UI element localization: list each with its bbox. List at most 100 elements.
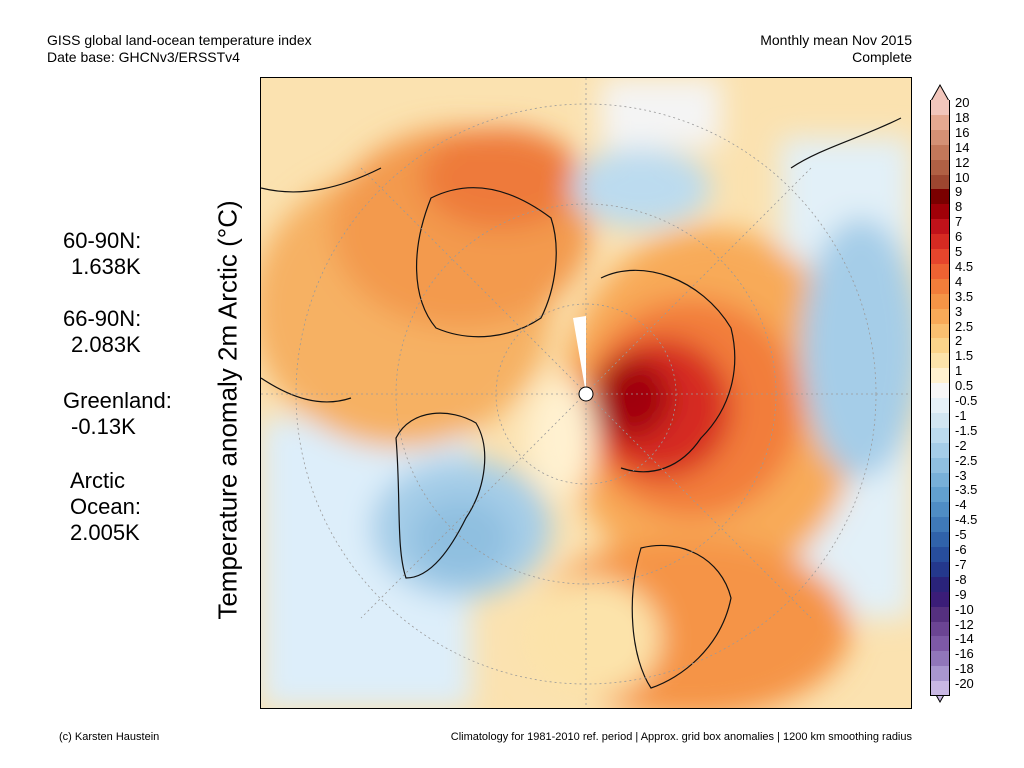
completeness-label: Complete xyxy=(852,49,912,65)
color-scale-label: 9 xyxy=(955,184,963,200)
color-scale-label: 12 xyxy=(955,154,970,170)
color-scale-label: 2.5 xyxy=(955,318,974,334)
color-scale-label: -7 xyxy=(955,556,967,572)
anomaly-field xyxy=(261,78,911,708)
color-scale-swatch xyxy=(930,189,950,205)
color-scale-swatch xyxy=(930,412,950,429)
stat-arctic-ocean: Arctic Ocean: 2.005K xyxy=(70,468,160,546)
stat-value: -0.13K xyxy=(71,414,136,439)
data-source: Date base: GHCNv3/ERSSTv4 xyxy=(47,49,240,65)
color-scale-label: -9 xyxy=(955,586,967,602)
color-scale-label: -10 xyxy=(955,601,974,617)
arctic-anomaly-map xyxy=(260,77,912,709)
color-scale-label: 4.5 xyxy=(955,258,974,274)
stat-name: 60-90N: xyxy=(63,228,142,253)
color-scale-label: 14 xyxy=(955,139,970,155)
stat-60-90n: 60-90N: 1.638K xyxy=(63,228,141,280)
axis-label-text: Temperature anomaly 2m Arctic (°C) xyxy=(212,200,243,620)
color-scale-swatch xyxy=(930,114,950,131)
color-scale-swatch xyxy=(930,174,950,190)
color-scale-swatch xyxy=(930,278,950,295)
color-scale-label: -2 xyxy=(955,437,967,453)
color-scale-swatch xyxy=(930,502,950,518)
color-scale-swatch xyxy=(930,606,950,622)
header-right: Monthly mean Nov 2015 Complete xyxy=(760,32,912,66)
color-scale-swatch xyxy=(930,263,950,280)
color-scale-label: 5 xyxy=(955,244,963,259)
color-scale-swatch xyxy=(930,576,950,593)
stat-name: Greenland: xyxy=(63,388,172,413)
color-scale-label: -5 xyxy=(955,527,967,543)
color-scale-swatch xyxy=(930,427,950,444)
color-scale-label: 18 xyxy=(955,109,970,125)
header-left: GISS global land-ocean temperature index… xyxy=(47,32,312,66)
color-scale-swatch xyxy=(930,532,950,548)
color-scale-swatch xyxy=(930,159,950,175)
color-scale-swatch xyxy=(930,442,950,459)
color-scale-label: 1 xyxy=(955,363,963,379)
color-scale-swatch xyxy=(930,204,950,220)
coastlines xyxy=(261,117,902,689)
color-scale-label: -4 xyxy=(955,497,967,513)
color-scale-swatch xyxy=(930,681,950,697)
color-scale-swatch xyxy=(930,547,950,563)
color-scale-label: 2 xyxy=(955,333,963,349)
color-scale-label: 6 xyxy=(955,229,963,245)
color-scale-label: -1.5 xyxy=(955,422,978,438)
color-scale-label: -16 xyxy=(955,646,974,662)
color-scale-label: -6 xyxy=(955,542,967,557)
color-scale-swatch xyxy=(930,353,950,369)
color-scale-label: -0.5 xyxy=(955,393,978,408)
color-scale-swatch xyxy=(930,517,950,533)
color-scale-swatch xyxy=(930,100,950,116)
color-scale-swatch xyxy=(930,234,950,250)
color-scale-label: -12 xyxy=(955,616,974,632)
color-scale-label: 10 xyxy=(955,169,970,185)
map-title: GISS global land-ocean temperature index xyxy=(47,32,312,48)
color-scale-swatch xyxy=(930,457,950,473)
color-scale-label: -3 xyxy=(955,467,967,483)
color-scale-swatch xyxy=(930,368,950,384)
stat-value: 2.083K xyxy=(71,332,141,357)
color-scale-label: 0.5 xyxy=(955,378,974,394)
color-scale-swatch xyxy=(930,636,950,652)
stat-name: Arctic Ocean: xyxy=(70,468,141,519)
color-scale-label: 16 xyxy=(955,124,970,140)
color-scale-swatch xyxy=(930,621,950,637)
methodology-note: Climatology for 1981-2010 ref. period | … xyxy=(450,731,912,743)
color-scale-swatch xyxy=(930,219,950,235)
color-scale-swatch xyxy=(930,323,950,339)
north-pole-marker xyxy=(578,386,594,402)
color-scale-swatch xyxy=(930,338,950,354)
color-scale-label: -8 xyxy=(955,571,967,587)
color-scale-swatch xyxy=(930,308,950,324)
color-scale-label: -20 xyxy=(955,676,974,692)
color-scale-swatch xyxy=(930,561,950,578)
graticule xyxy=(261,78,911,708)
color-scale-label: -3.5 xyxy=(955,482,978,498)
color-scale-swatch xyxy=(930,651,950,667)
color-scale-swatch xyxy=(930,398,950,414)
color-scale-label: 8 xyxy=(955,199,963,215)
color-scale-label: -4.5 xyxy=(955,512,978,528)
color-scale-label: 7 xyxy=(955,214,963,230)
color-scale-label: 1.5 xyxy=(955,348,974,364)
pole-gap xyxy=(573,316,586,394)
color-scale-label: 4 xyxy=(955,273,963,289)
stat-value: 2.005K xyxy=(70,520,140,545)
color-scale-label: -14 xyxy=(955,631,974,647)
color-scale-label: -18 xyxy=(955,661,974,677)
stat-greenland: Greenland: -0.13K xyxy=(63,388,172,440)
stat-value: 1.638K xyxy=(71,254,141,279)
color-scale-swatch xyxy=(930,383,950,399)
color-scale-label: 3.5 xyxy=(955,288,974,304)
color-scale-swatch xyxy=(930,666,950,682)
color-scale-swatch xyxy=(930,129,950,146)
color-scale-swatch xyxy=(930,144,950,161)
stat-name: 66-90N: xyxy=(63,306,142,331)
color-scale-label: -2.5 xyxy=(955,452,978,468)
color-scale-label: -1 xyxy=(955,407,967,423)
map-canvas xyxy=(261,78,911,708)
color-scale-label: 3 xyxy=(955,303,963,319)
period-label: Monthly mean Nov 2015 xyxy=(760,32,912,48)
